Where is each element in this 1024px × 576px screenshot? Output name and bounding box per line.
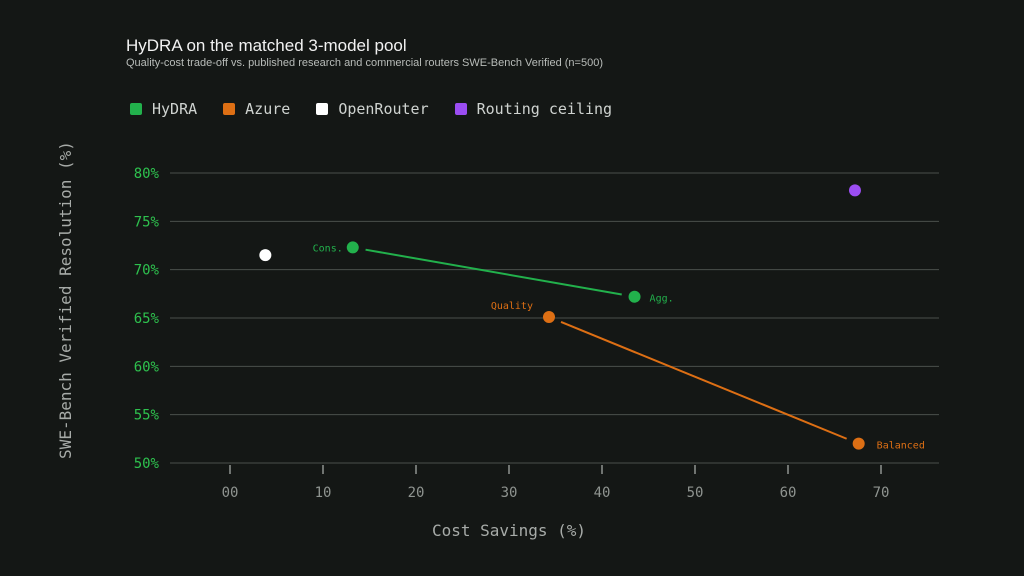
data-point <box>852 437 865 450</box>
x-axis-title: Cost Savings (%) <box>432 521 586 540</box>
legend-swatch <box>223 103 236 115</box>
y-tick-label: 80% <box>134 166 160 182</box>
data-point <box>346 241 359 254</box>
legend-item: Routing ceiling <box>454 100 613 118</box>
chart-subtitle: Quality-cost trade-off vs. published res… <box>126 57 603 69</box>
x-tick-label: 50 <box>687 485 704 501</box>
legend-item: Azure <box>223 100 290 118</box>
point-label: Agg. <box>650 294 674 305</box>
series-line <box>560 321 848 440</box>
legend-label: HyDRA <box>152 100 198 118</box>
point-label: Quality <box>491 301 533 312</box>
x-tick-label: 20 <box>408 485 425 501</box>
legend-swatch <box>454 103 467 115</box>
y-tick-label: 55% <box>134 408 160 424</box>
legend-item: HyDRA <box>130 100 197 118</box>
point-label: Cons. <box>313 243 343 254</box>
y-axis-title: SWE-Bench Verified Resolution (%) <box>56 141 75 459</box>
x-tick-label: 10 <box>315 485 332 501</box>
x-tick-label: 40 <box>594 485 611 501</box>
data-point <box>259 249 272 262</box>
chart-legend: HyDRA Azure OpenRouter Routing ceiling <box>130 100 638 118</box>
x-tick-label: 60 <box>780 485 797 501</box>
legend-label: Azure <box>245 100 291 118</box>
y-tick-label: 65% <box>134 311 160 327</box>
legend-item: OpenRouter <box>316 100 429 118</box>
legend-label: Routing ceiling <box>476 100 613 118</box>
data-point <box>628 290 641 303</box>
y-tick-label: 70% <box>134 263 160 279</box>
data-point <box>542 311 555 324</box>
x-tick-label: 70 <box>873 485 890 501</box>
x-tick-label: 30 <box>501 485 518 501</box>
y-tick-label: 75% <box>134 214 160 230</box>
x-tick-label: 00 <box>222 485 239 501</box>
chart-title: HyDRA on the matched 3-model pool <box>126 36 407 55</box>
legend-swatch <box>316 103 329 115</box>
legend-swatch <box>130 103 142 115</box>
y-tick-label: 50% <box>134 456 160 472</box>
series-line <box>365 248 622 296</box>
point-label: Balanced <box>877 441 925 452</box>
y-tick-label: 60% <box>134 359 160 375</box>
legend-label: OpenRouter <box>338 100 429 118</box>
data-point <box>848 184 861 197</box>
